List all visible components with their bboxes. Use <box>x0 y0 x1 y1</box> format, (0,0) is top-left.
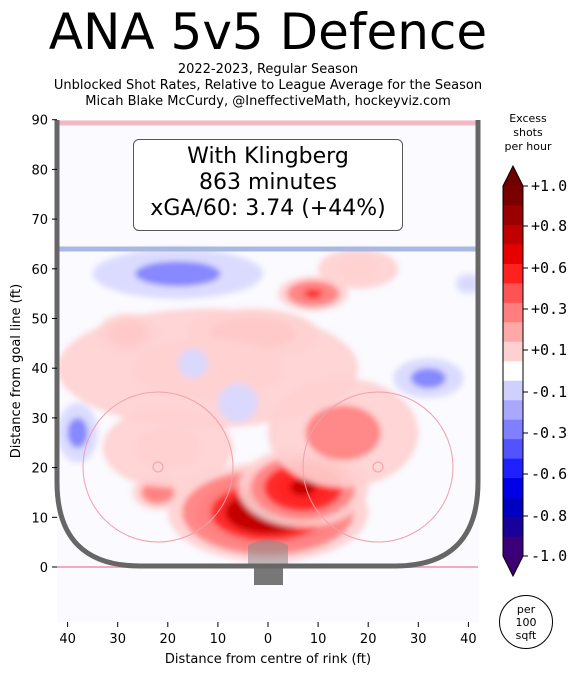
x-tick-label: 20 <box>360 632 377 647</box>
colorbar-title: Excess shots per hour <box>497 112 559 154</box>
y-tick-label: 60 <box>31 263 48 278</box>
colorbar-segment <box>503 322 523 343</box>
chart-subtitle-author: Micah Blake McCurdy, @IneffectiveMath, h… <box>85 94 451 109</box>
heatmap-contour <box>185 355 201 371</box>
heatmap-contour <box>67 417 88 448</box>
colorbar-tick-label: +0.1 <box>531 341 567 359</box>
goal-crease <box>248 540 288 567</box>
colorbar-tick-label: +0.8 <box>531 217 567 235</box>
y-tick-label: 90 <box>31 114 48 129</box>
x-tick-label: 0 <box>264 632 272 647</box>
heatmap-contour <box>305 405 381 461</box>
y-tick-label: 80 <box>31 163 48 178</box>
rink-boards <box>54 120 481 569</box>
colorbar-tick-label: +0.3 <box>531 300 567 318</box>
info-minutes: 863 minutes <box>198 170 338 195</box>
heatmap-contour <box>149 486 167 499</box>
x-tick-label: 10 <box>210 632 227 647</box>
per-area-line: sqft <box>515 628 537 642</box>
faceoff-circle-right <box>302 391 454 543</box>
y-tick-label: 10 <box>31 511 48 526</box>
heatmap-contour <box>290 479 317 496</box>
faceoff-dot-right <box>372 461 384 473</box>
goal-net <box>254 567 283 585</box>
colorbar-tick-label: -0.8 <box>531 507 567 525</box>
heatmap-contour <box>135 427 201 468</box>
colorbar-segment <box>503 439 523 460</box>
colorbar-title-line: Excess <box>509 112 547 125</box>
x-axis: 40 30 20 10 0 10 20 30 40 <box>59 622 477 647</box>
colorbar-tick-label: -0.6 <box>531 465 567 483</box>
colorbar-tick-label: +1.0 <box>531 177 567 195</box>
faceoff-dot-left <box>152 461 164 473</box>
colorbar-segment <box>503 283 523 304</box>
colorbar-extend-top <box>503 166 523 186</box>
colorbar-tick-label: -1.0 <box>531 547 567 565</box>
y-tick-label: 30 <box>31 412 48 427</box>
y-axis: 0 10 20 30 40 50 60 70 80 90 <box>31 114 57 576</box>
heatmap-contour <box>304 289 322 298</box>
faceoff-circle-left <box>82 391 234 543</box>
chart-title: ANA 5v5 Defence <box>48 3 488 61</box>
colorbar-title-line: per hour <box>504 140 552 153</box>
chart-subtitle-season: 2022-2023, Regular Season <box>177 62 359 77</box>
per-area-badge: per 100 sqft <box>499 595 553 649</box>
heatmap-contour <box>462 278 475 289</box>
x-tick-label: 30 <box>109 632 126 647</box>
y-axis-label: Distance from goal line (ft) <box>9 284 24 458</box>
info-xga: xGA/60: 3.74 (+44%) <box>150 196 386 221</box>
heatmap-contour <box>338 258 379 279</box>
colorbar-segment <box>503 400 523 421</box>
y-tick-label: 20 <box>31 462 48 477</box>
colorbar-tick-label: -0.1 <box>531 383 567 401</box>
colorbar-segment <box>503 380 523 401</box>
heatmap-contour <box>410 368 446 389</box>
colorbar-segment <box>503 478 523 499</box>
y-tick-label: 0 <box>40 561 48 576</box>
colorbar-tick-label: -0.3 <box>531 424 567 442</box>
colorbar-tick-label: +0.6 <box>531 259 567 277</box>
colorbar-segment <box>503 205 523 226</box>
colorbar-segment <box>503 536 523 557</box>
heatmap-contour <box>227 393 248 413</box>
colorbar-extend-bottom <box>503 556 523 576</box>
info-with: With Klingberg <box>187 144 349 169</box>
x-tick-label: 10 <box>310 632 327 647</box>
y-tick-label: 70 <box>31 213 48 228</box>
y-tick-label: 50 <box>31 313 48 328</box>
x-tick-label: 40 <box>59 632 76 647</box>
colorbar-segment <box>503 419 523 440</box>
colorbar-segment <box>503 224 523 245</box>
colorbar-segment <box>503 263 523 284</box>
colorbar-segment <box>503 458 523 479</box>
colorbar: +1.0 +0.8 +0.6 +0.3 +0.1 -0.1 -0.3 -0.6 -0.8 -1.0 <box>502 164 567 578</box>
per-area-line: 100 <box>515 615 537 629</box>
colorbar-title-line: shots <box>513 126 543 139</box>
info-box: With Klingberg 863 minutes xGA/60: 3.74 … <box>133 139 403 231</box>
heatmap-contour <box>132 338 284 399</box>
chart-subtitle-description: Unblocked Shot Rates, Relative to League… <box>53 78 483 93</box>
colorbar-segment <box>503 497 523 518</box>
colorbar-segment <box>503 302 523 323</box>
colorbar-segment <box>503 361 523 382</box>
heatmap-contour <box>135 261 221 287</box>
y-tick-label: 40 <box>31 362 48 377</box>
x-tick-label: 40 <box>460 632 477 647</box>
colorbar-segment <box>503 244 523 265</box>
x-tick-label: 20 <box>160 632 177 647</box>
x-axis-label: Distance from centre of rink (ft) <box>165 652 371 667</box>
colorbar-segment <box>503 341 523 362</box>
colorbar-segment <box>503 517 523 538</box>
x-tick-label: 30 <box>410 632 427 647</box>
colorbar-segment <box>503 186 523 206</box>
per-area-line: per <box>516 602 536 616</box>
